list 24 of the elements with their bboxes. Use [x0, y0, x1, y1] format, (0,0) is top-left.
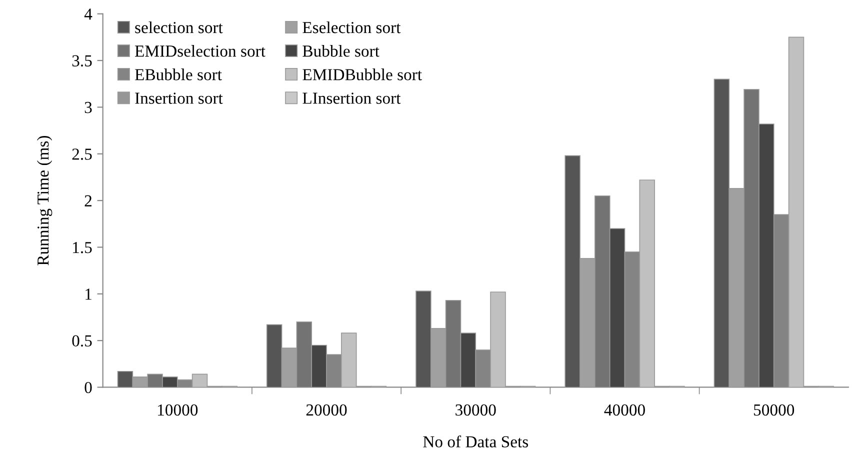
x-tick-label: 30000	[456, 404, 496, 416]
y-tick-label: 2	[84, 195, 92, 206]
legend-label: selection sort	[135, 21, 223, 34]
y-tick-label: 2.5	[72, 148, 92, 160]
legend-label: EMIDselection sort	[134, 45, 266, 57]
x-tick-label: 40000	[604, 404, 645, 416]
legend-label: Eselection sort	[302, 21, 401, 34]
y-tick-label: 1	[86, 288, 92, 300]
legend-label: EBubble sort	[134, 68, 222, 80]
y-tick-label: 0	[84, 382, 92, 394]
y-tick-label: 3.5	[72, 55, 92, 67]
legend-label: LInsertion sort	[302, 92, 401, 104]
x-tick-label: 50000	[754, 404, 794, 416]
legend-label: Insertion sort	[135, 92, 223, 104]
y-tick-label: 3	[84, 102, 92, 114]
y-axis-title: Running Time (ms)	[36, 136, 52, 266]
legend-label: Bubble sort	[302, 45, 380, 57]
y-tick-label: 0.5	[72, 335, 92, 347]
x-tick-label: 20000	[306, 404, 347, 416]
y-tick-label: 4	[84, 8, 92, 20]
legend-label: EMIDBubble sort	[302, 68, 422, 80]
x-tick-label: 10000	[158, 404, 198, 416]
y-tick-label: 1.5	[73, 242, 92, 254]
x-axis-title: No of Data Sets	[423, 436, 528, 448]
